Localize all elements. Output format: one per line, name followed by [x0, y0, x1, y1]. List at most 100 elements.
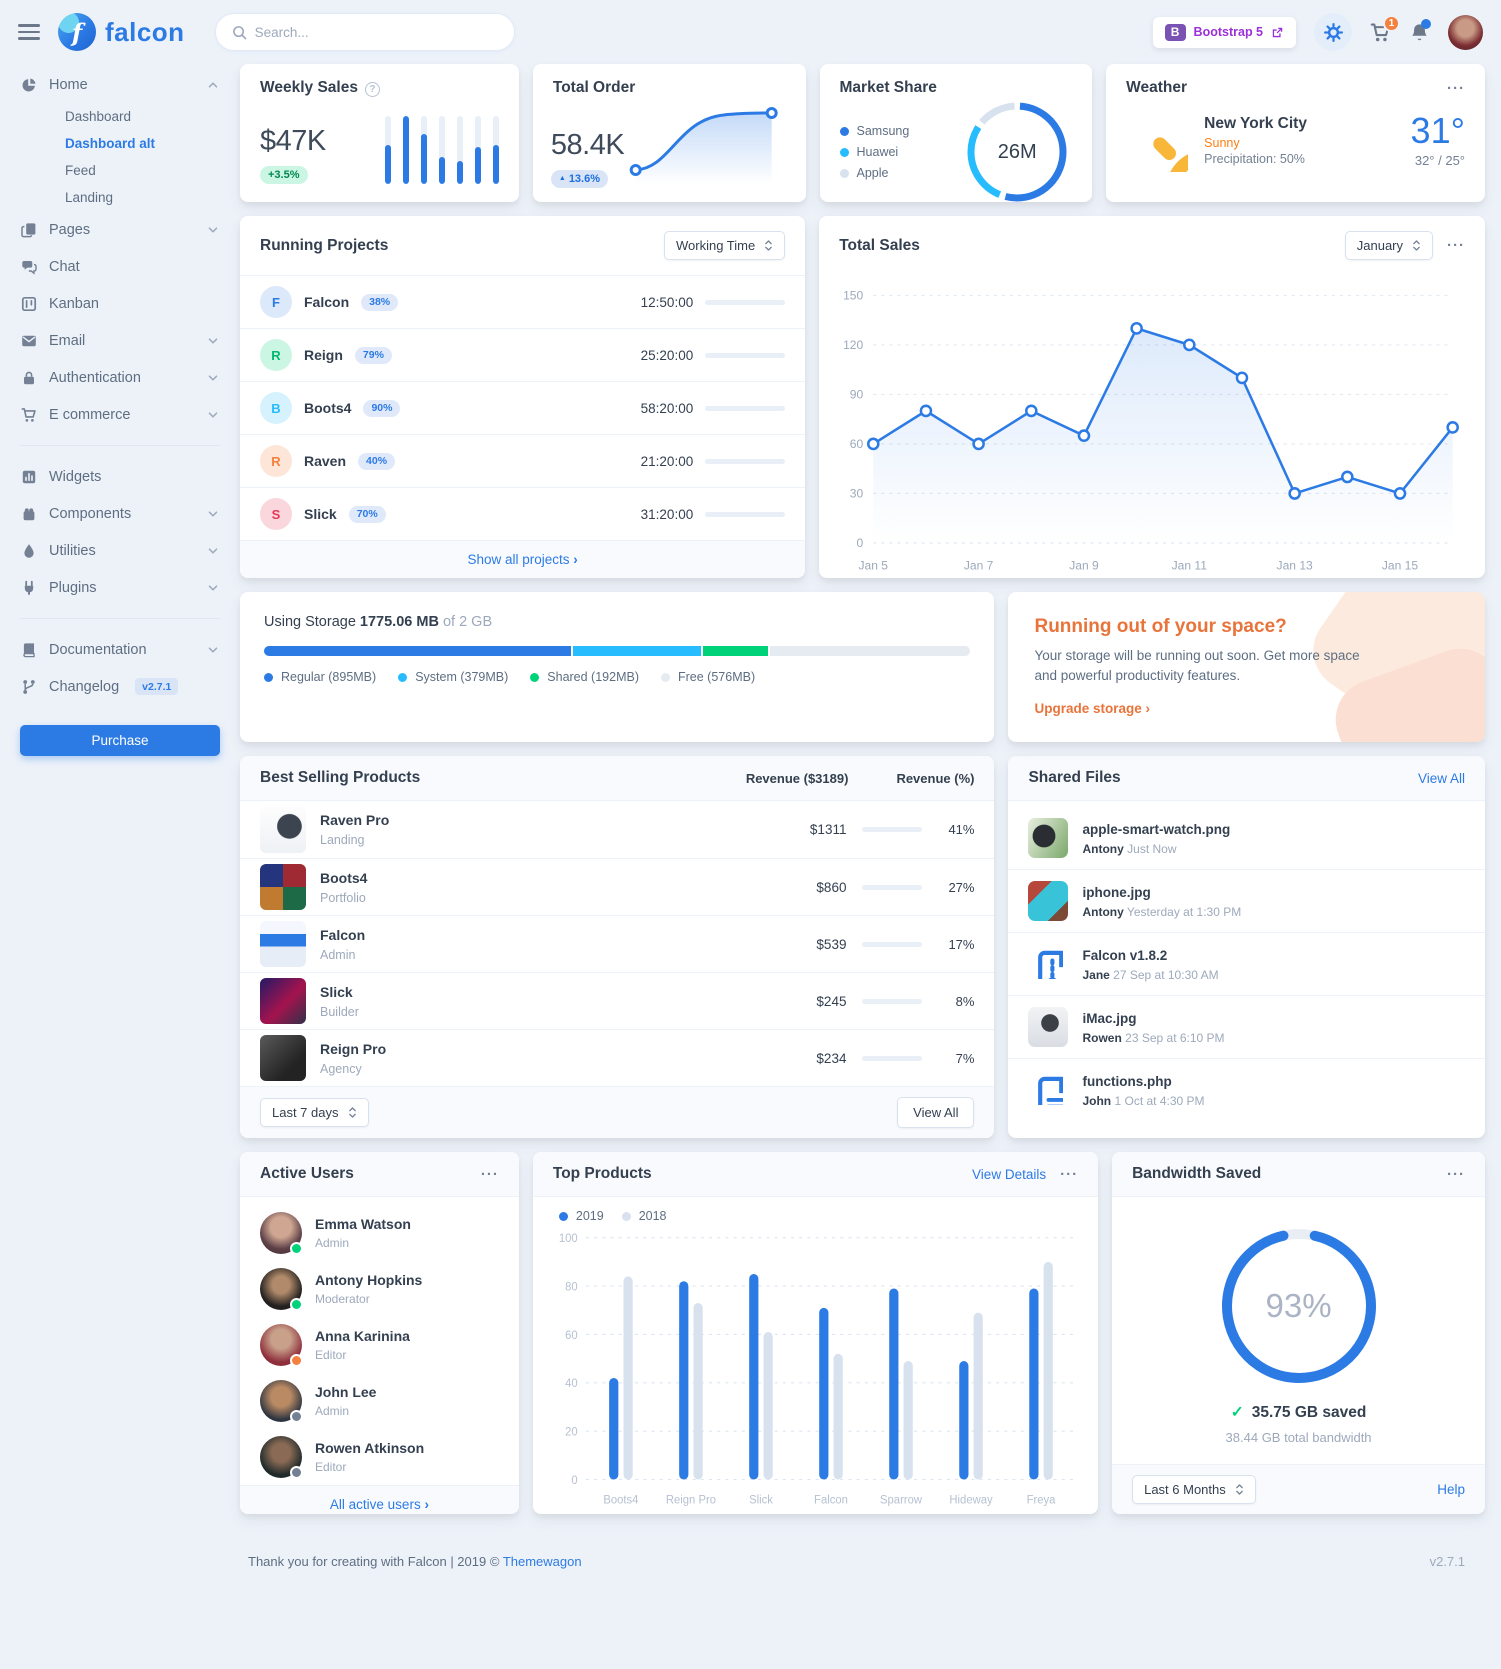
svg-text:40: 40 — [565, 1377, 578, 1390]
file-name-link[interactable]: iMac.jpg — [1082, 1010, 1137, 1026]
file-time: Just Now — [1127, 841, 1177, 856]
file-time: 1 Oct at 4:30 PM — [1114, 1093, 1205, 1108]
user-name-link[interactable]: Anna Karinina — [315, 1328, 410, 1344]
project-name-link[interactable]: Slick — [304, 506, 337, 522]
project-time: 12:50:00 — [640, 294, 694, 310]
promo-text: Your storage will be running out soon. G… — [1034, 648, 1360, 684]
working-time-select[interactable]: Working Time — [663, 231, 786, 260]
chat-bubbles-icon — [20, 259, 37, 275]
search-input[interactable] — [254, 24, 498, 40]
weather-city: New York City — [1204, 115, 1307, 132]
month-select[interactable]: January — [1344, 231, 1433, 260]
shopping-cart-icon[interactable]: 1 — [1370, 14, 1400, 43]
project-name-link[interactable]: Falcon — [304, 294, 350, 310]
total-sales-menu-icon[interactable] — [1447, 238, 1465, 253]
user-avatar[interactable] — [1448, 14, 1483, 50]
sidebar-item-utilities[interactable]: Utilities — [20, 532, 220, 569]
user-name-link[interactable]: John Lee — [315, 1384, 377, 1400]
hamburger-menu-icon[interactable] — [18, 24, 40, 40]
user-name-link[interactable]: Antony Hopkins — [315, 1272, 423, 1288]
last-7-days-select[interactable]: Last 7 days — [260, 1098, 369, 1127]
sidebar-item-pages[interactable]: Pages — [20, 211, 220, 248]
project-time: 21:20:00 — [640, 453, 694, 469]
sidebar-item-components[interactable]: Components — [20, 495, 220, 532]
notifications-bell-icon[interactable] — [1409, 18, 1431, 43]
view-details-link[interactable]: View Details — [972, 1166, 1047, 1182]
project-progress-badge: 70% — [348, 505, 386, 523]
active-users-menu-icon[interactable] — [481, 1167, 499, 1182]
purchase-button[interactable]: Purchase — [20, 725, 220, 756]
sidebar-divider — [20, 445, 220, 446]
shared-files-view-all-link[interactable]: View All — [1417, 770, 1465, 786]
file-row: functions.php John 1 Oct at 4:30 PM — [1008, 1058, 1485, 1121]
project-name-link[interactable]: Reign — [304, 347, 343, 363]
project-name-link[interactable]: Raven — [304, 453, 347, 469]
product-name-link[interactable]: Falcon — [320, 926, 366, 943]
user-name-link[interactable]: Emma Watson — [315, 1216, 411, 1232]
product-name-link[interactable]: Raven Pro — [320, 812, 390, 828]
system-legend-dot — [398, 672, 408, 682]
file-name-link[interactable]: iphone.jpg — [1082, 884, 1151, 900]
sidebar-item-plugins[interactable]: Plugins — [20, 569, 220, 606]
status-online-dot — [290, 1242, 303, 1255]
product-thumbnail — [260, 864, 306, 910]
weather-menu-icon[interactable] — [1447, 81, 1465, 96]
sidebar-item-authentication[interactable]: Authentication — [20, 359, 220, 396]
falcon-logo[interactable]: falcon — [58, 13, 185, 51]
footer-text: Thank you for creating with Falcon | 201… — [248, 1554, 500, 1569]
file-name-link[interactable]: apple-smart-watch.png — [1082, 821, 1231, 837]
show-all-projects-link[interactable]: Show all projects — [467, 552, 577, 567]
project-progress-bar — [705, 352, 786, 358]
sidebar-item-home[interactable]: Home — [20, 66, 220, 103]
user-avatar — [260, 1436, 303, 1479]
view-all-button[interactable]: View All — [897, 1097, 975, 1128]
total-order-value: 58.4K — [550, 129, 625, 161]
upgrade-storage-link[interactable]: Upgrade storage — [1034, 701, 1150, 716]
product-name-link[interactable]: Reign Pro — [320, 1040, 387, 1057]
product-percent: 8% — [955, 993, 975, 1009]
sidebar-item-email[interactable]: Email — [20, 322, 220, 359]
file-name-link[interactable]: functions.php — [1082, 1073, 1172, 1089]
sidebar-item-dashboard-alt[interactable]: Dashboard alt — [65, 136, 156, 151]
product-row-slick: Slick Builder $245 8% — [240, 972, 995, 1029]
sidebar-item-kanban[interactable]: Kanban — [20, 285, 220, 322]
user-avatar — [260, 1268, 303, 1311]
bootstrap5-badge[interactable]: B Bootstrap 5 — [1152, 16, 1296, 48]
project-name-link[interactable]: Boots4 — [304, 400, 352, 416]
bandwidth-percent: 93% — [1265, 1286, 1332, 1324]
sidebar-item-landing[interactable]: Landing — [65, 190, 114, 205]
pie-chart-icon — [20, 77, 37, 93]
file-name-link[interactable]: Falcon v1.8.2 — [1082, 947, 1168, 963]
revenue-bar — [862, 827, 923, 832]
svg-text:150: 150 — [843, 288, 863, 302]
sidebar-item-changelog[interactable]: Changelog v2.7.1 — [20, 668, 220, 705]
top-products-legend: 2019 2018 — [549, 1207, 1082, 1229]
product-revenue: $860 — [816, 879, 847, 895]
sidebar-divider — [20, 618, 220, 619]
top-products-menu-icon[interactable] — [1060, 1167, 1078, 1182]
sidebar-item-chat[interactable]: Chat — [20, 248, 220, 285]
best-selling-products-card: Best Selling Products Revenue ($3189) Re… — [240, 756, 995, 1138]
settings-gear-icon[interactable] — [1314, 13, 1352, 51]
help-question-icon[interactable]: ? — [364, 82, 380, 97]
sidebar-item-dashboard[interactable]: Dashboard — [65, 109, 132, 124]
sidebar-item-documentation[interactable]: Documentation — [20, 631, 220, 668]
market-share-legend: Samsung Huawei Apple — [839, 124, 909, 180]
bandwidth-menu-icon[interactable] — [1447, 1167, 1465, 1182]
product-name-link[interactable]: Slick — [320, 983, 353, 1000]
sidebar-item-feed[interactable]: Feed — [65, 163, 96, 178]
svg-text:Boots4: Boots4 — [603, 1493, 639, 1506]
user-name-link[interactable]: Rowen Atkinson — [315, 1440, 425, 1456]
themewagon-link[interactable]: Themewagon — [502, 1554, 582, 1569]
help-link[interactable]: Help — [1437, 1482, 1465, 1497]
sidebar-item-ecommerce[interactable]: E commerce — [20, 396, 220, 433]
sidebar-item-widgets[interactable]: Widgets — [20, 458, 220, 495]
last-6-months-select[interactable]: Last 6 Months — [1132, 1475, 1256, 1504]
total-sales-card: Total Sales January — [819, 216, 1485, 578]
water-drop-icon — [20, 543, 37, 559]
bandwidth-title: Bandwidth Saved — [1132, 1165, 1262, 1182]
project-avatar: R — [260, 339, 292, 371]
all-active-users-link[interactable]: All active users — [330, 1497, 429, 1512]
chevron-down-icon — [206, 643, 220, 657]
product-name-link[interactable]: Boots4 — [320, 869, 368, 886]
